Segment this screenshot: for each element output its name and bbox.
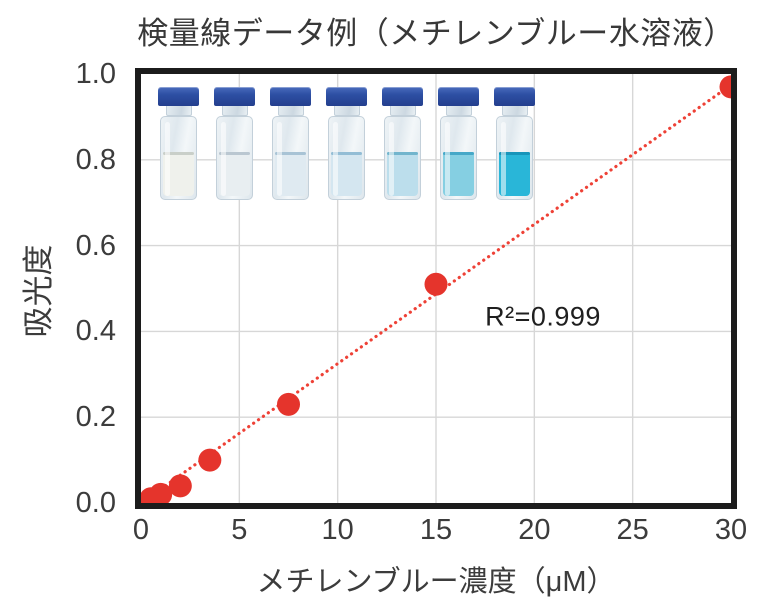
vial-glass-body (216, 116, 253, 200)
sample-vial (494, 87, 535, 200)
liquid-meniscus (275, 152, 306, 155)
sample-vial (158, 87, 199, 200)
vial-neck (165, 106, 192, 116)
trendline-dotted (141, 82, 731, 503)
data-point (719, 75, 731, 99)
y-tick-label: 0.4 (75, 315, 116, 348)
sample-vial-photo-row (158, 87, 535, 200)
vial-neck (277, 106, 304, 116)
glass-highlight (389, 122, 394, 196)
vial-glass-body (440, 116, 477, 200)
vial-cap (158, 87, 199, 106)
vial-neck (221, 106, 248, 116)
liquid-meniscus (331, 152, 362, 155)
y-tick-label: 0.0 (75, 487, 116, 519)
plot-area: R²=0.999 (135, 68, 737, 509)
x-tick-label: 5 (231, 514, 248, 546)
glass-highlight (333, 122, 338, 196)
x-axis-label: メチレンブルー濃度（μM） (256, 566, 616, 598)
liquid-meniscus (499, 152, 530, 155)
vial-cap (382, 87, 423, 106)
x-tick-label: 0 (132, 514, 150, 546)
vial-neck (333, 106, 360, 116)
sample-vial (382, 87, 423, 200)
liquid-meniscus (219, 152, 250, 155)
y-tick-label: 0.6 (75, 229, 116, 262)
vial-cap (270, 87, 311, 106)
glass-highlight (221, 122, 226, 196)
vial-cap (494, 87, 535, 106)
r-squared-annotation: R²=0.999 (485, 301, 601, 332)
vial-glass-body (272, 116, 309, 200)
sample-vial (438, 87, 479, 200)
liquid-meniscus (443, 152, 474, 155)
x-axis-tick-labels: 0 5 10 15 20 25 30 (133, 513, 747, 549)
vial-neck (389, 106, 416, 116)
y-tick-label: 1.0 (75, 58, 116, 90)
x-tick-label: 20 (518, 514, 551, 546)
glass-highlight (165, 122, 170, 196)
vial-neck (501, 106, 528, 116)
glass-highlight (445, 122, 450, 196)
chart-title: 検量線データ例（メチレンブルー水溶液） (137, 16, 735, 51)
vial-glass-body (496, 116, 533, 200)
x-tick-label: 10 (321, 514, 354, 546)
glass-highlight (277, 122, 282, 196)
vial-cap (326, 87, 367, 106)
y-tick-label: 0.8 (75, 143, 116, 176)
vial-glass-body (384, 116, 421, 200)
sample-vial (214, 87, 255, 200)
vial-glass-body (160, 116, 197, 200)
liquid-meniscus (163, 152, 194, 155)
glass-highlight (501, 122, 506, 196)
data-point (198, 448, 222, 472)
data-point (424, 272, 448, 296)
liquid-meniscus (387, 152, 418, 155)
plot-canvas (141, 74, 731, 503)
y-axis-tick-labels: 0.0 0.2 0.4 0.6 0.8 1.0 (44, 58, 116, 519)
vial-cap (214, 87, 255, 106)
data-point (149, 482, 173, 503)
data-point (277, 392, 300, 416)
vial-neck (445, 106, 472, 116)
sample-vial (326, 87, 367, 200)
vial-glass-body (328, 116, 365, 200)
x-tick-label: 15 (419, 514, 453, 546)
vial-cap (438, 87, 479, 106)
y-tick-label: 0.2 (75, 401, 116, 434)
x-tick-label: 30 (714, 514, 748, 546)
x-tick-label: 25 (616, 514, 649, 546)
sample-vial (270, 87, 311, 200)
data-point (168, 474, 192, 498)
